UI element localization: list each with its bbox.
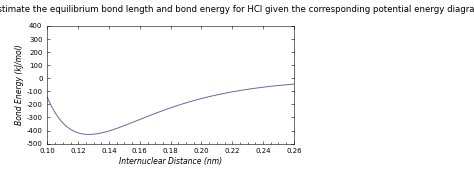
X-axis label: Internuclear Distance (nm): Internuclear Distance (nm) bbox=[119, 157, 222, 166]
Y-axis label: Bond Energy (kJ/mol): Bond Energy (kJ/mol) bbox=[15, 44, 24, 125]
Text: Estimate the equilibrium bond length and bond energy for HCl given the correspon: Estimate the equilibrium bond length and… bbox=[0, 5, 474, 14]
